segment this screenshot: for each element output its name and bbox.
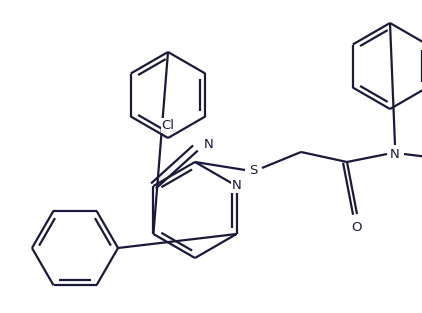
Text: N: N [232,179,241,192]
Text: N: N [390,147,400,161]
Text: N: N [203,138,213,151]
Text: S: S [249,163,257,177]
Text: O: O [352,221,362,234]
Text: Cl: Cl [162,119,175,132]
